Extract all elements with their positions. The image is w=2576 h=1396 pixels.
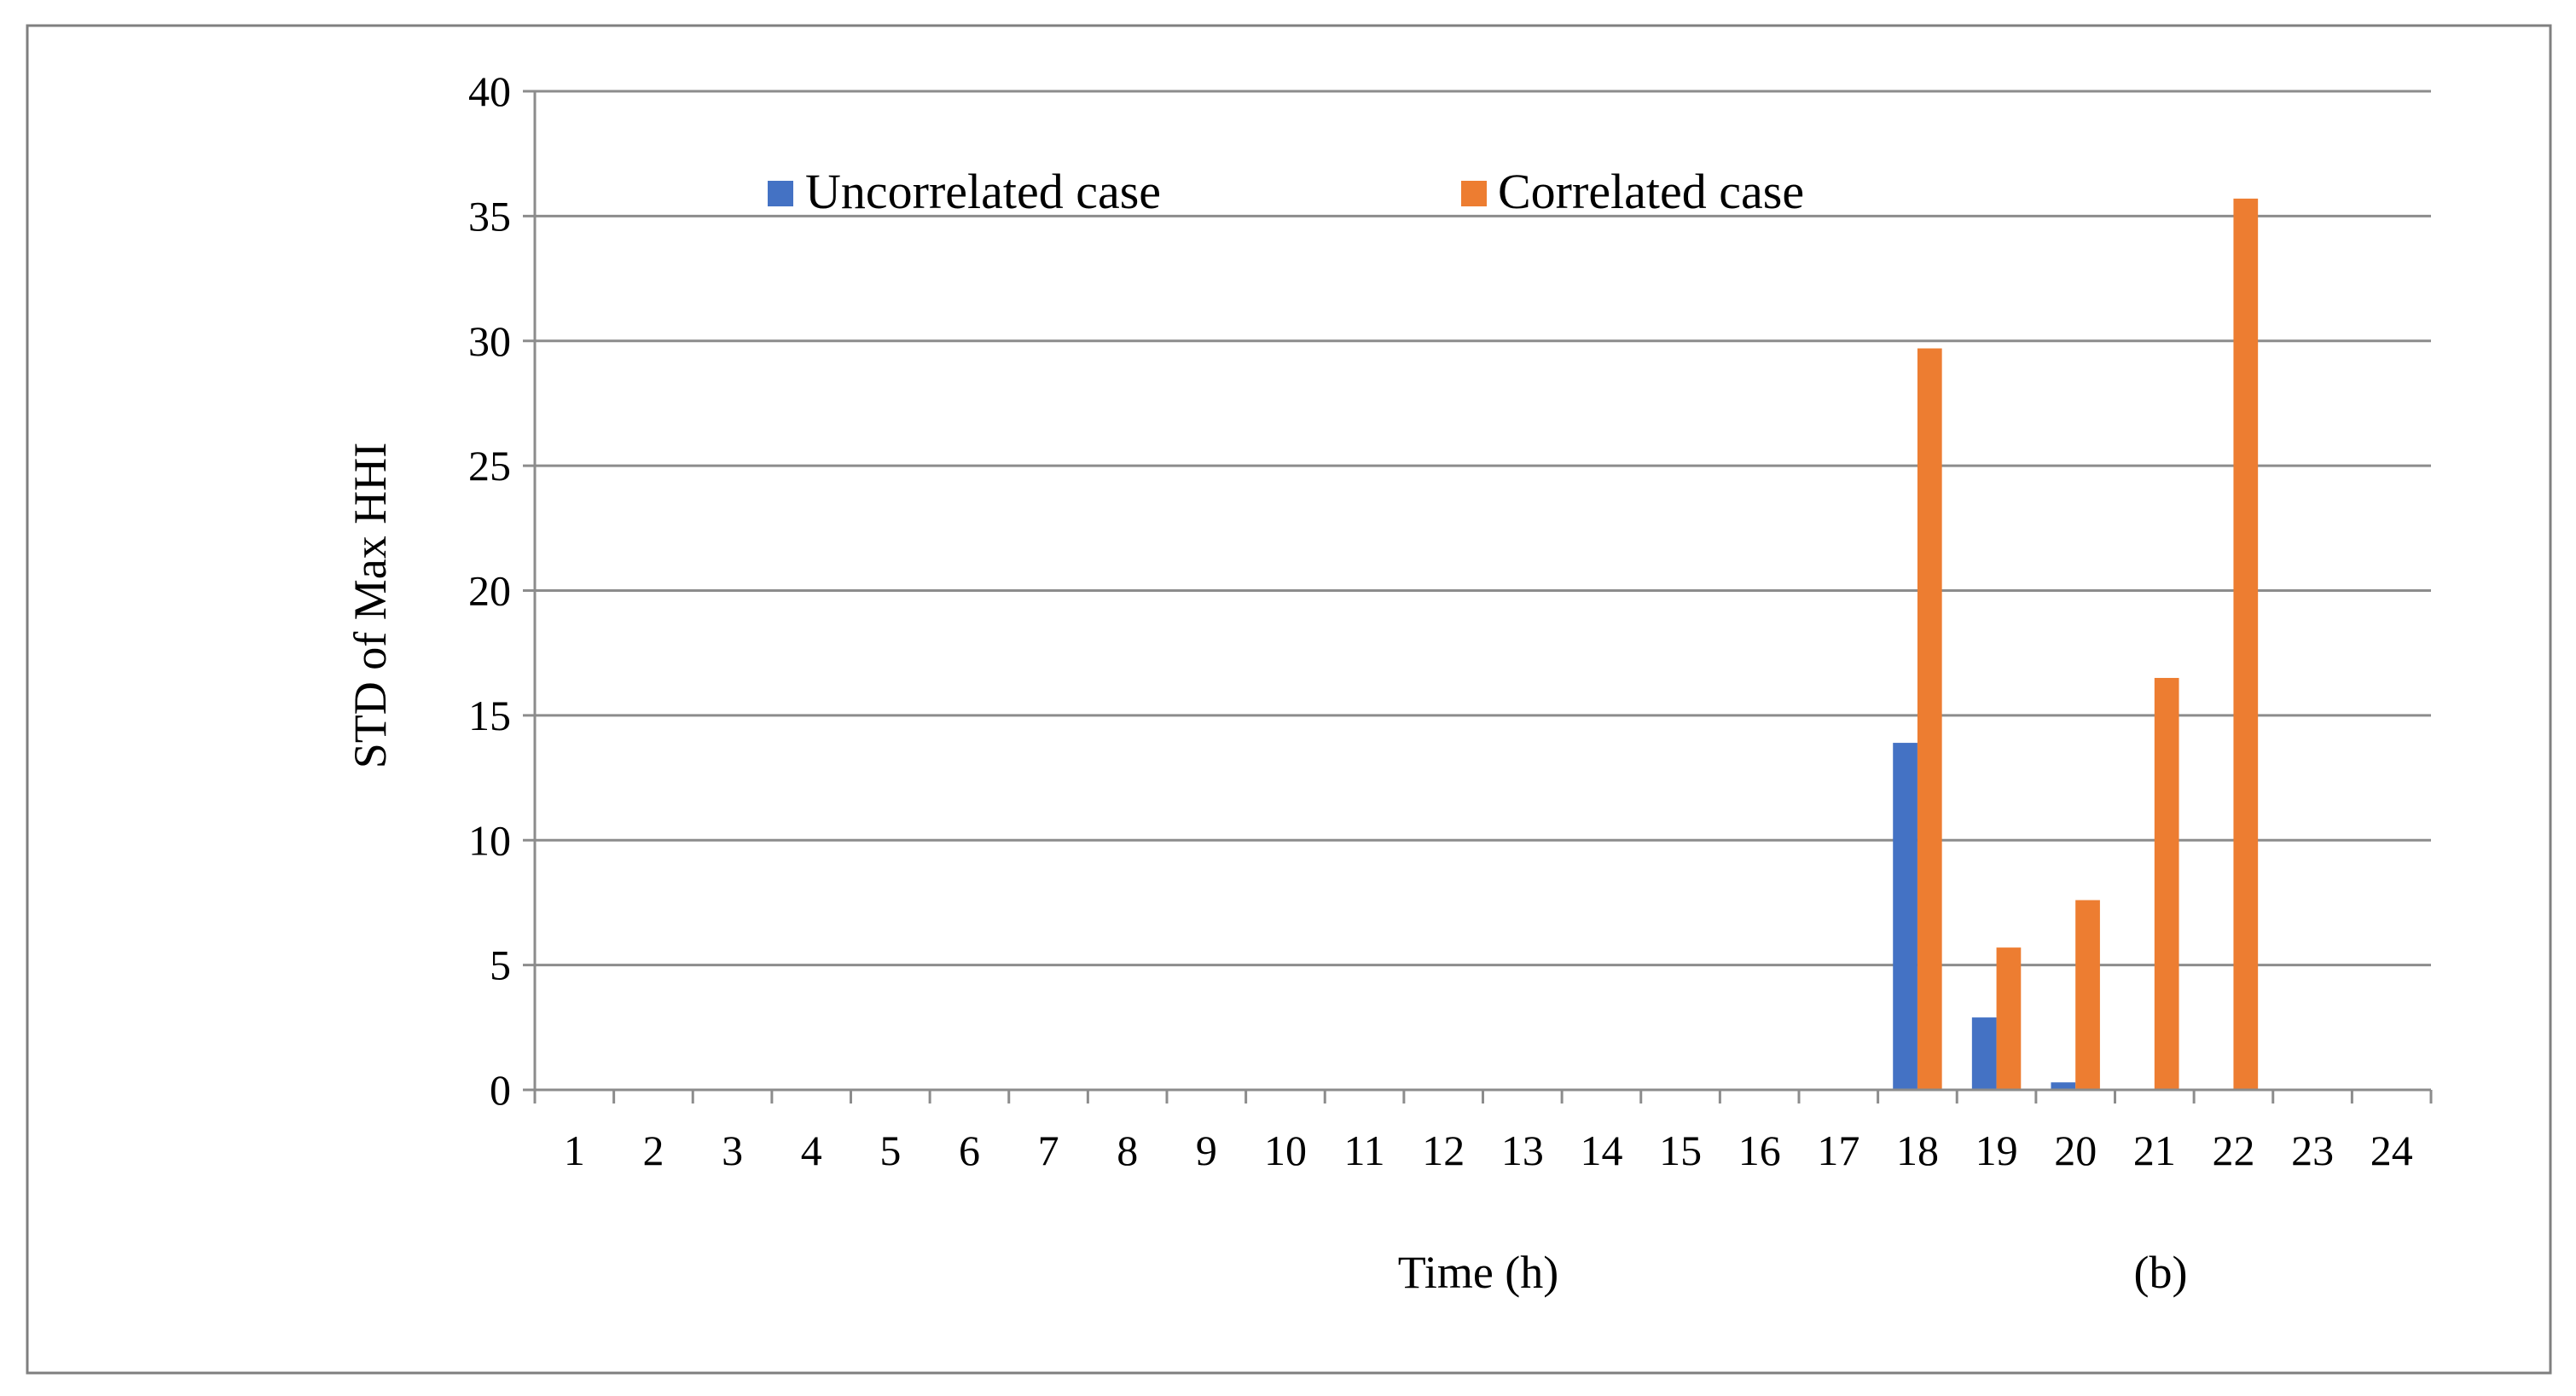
x-tick-label-1: 1 <box>564 1127 585 1174</box>
y-tick-label-35: 35 <box>468 192 511 240</box>
x-tick-label-18: 18 <box>1896 1127 1939 1174</box>
bar-series1-19 <box>1971 1017 1997 1090</box>
x-tick-label-17: 17 <box>1817 1127 1859 1174</box>
y-tick-label-10: 10 <box>468 816 511 864</box>
x-tick-label-5: 5 <box>879 1127 901 1174</box>
x-tick-label-3: 3 <box>722 1127 743 1174</box>
y-axis-title: STD of Max HHI <box>345 443 396 768</box>
x-tick-label-20: 20 <box>2054 1127 2097 1174</box>
x-tick-label-10: 10 <box>1264 1127 1307 1174</box>
x-tick-label-16: 16 <box>1738 1127 1781 1174</box>
bar-series2-21 <box>2154 677 2179 1090</box>
bar-series2-18 <box>1917 348 1942 1091</box>
legend-label-correlated: Correlated case <box>1498 164 1804 219</box>
x-axis-title: Time (h) <box>1398 1247 1559 1298</box>
x-tick-label-23: 23 <box>2291 1127 2334 1174</box>
legend-label-uncorrelated: Uncorrelated case <box>805 164 1161 219</box>
bar-series1-18 <box>1893 743 1917 1090</box>
y-tick-label-30: 30 <box>468 317 511 365</box>
x-tick-label-2: 2 <box>642 1127 664 1174</box>
chart-frame <box>26 24 2552 1375</box>
x-tick-label-6: 6 <box>959 1127 980 1174</box>
x-tick-label-13: 13 <box>1501 1127 1544 1174</box>
x-tick-label-14: 14 <box>1580 1127 1622 1174</box>
y-tick-label-5: 5 <box>490 941 511 989</box>
legend-swatch-uncorrelated <box>768 181 793 206</box>
x-tick-label-21: 21 <box>2133 1127 2176 1174</box>
bar-series2-22 <box>2233 198 2259 1090</box>
bar-series1-20 <box>2051 1082 2076 1090</box>
gridlines <box>535 90 2431 967</box>
bars <box>1893 198 2259 1091</box>
y-tick-label-25: 25 <box>468 442 511 489</box>
x-tick-label-4: 4 <box>801 1127 822 1174</box>
y-tick-label-15: 15 <box>468 692 511 739</box>
y-tick-label-0: 0 <box>490 1066 511 1114</box>
bar-series2-20 <box>2075 900 2100 1090</box>
x-tick-label-11: 11 <box>1343 1127 1384 1174</box>
x-tick-label-22: 22 <box>2212 1127 2254 1174</box>
x-tick-label-19: 19 <box>1976 1127 2018 1174</box>
axes <box>523 90 2433 1103</box>
panel-label: (b) <box>2134 1247 2188 1298</box>
x-tick-label-7: 7 <box>1038 1127 1059 1174</box>
legend-swatch-correlated <box>1461 181 1487 206</box>
y-tick-label-40: 40 <box>468 67 511 115</box>
x-tick-label-15: 15 <box>1659 1127 1702 1174</box>
bar-series2-19 <box>1996 947 2022 1090</box>
legend: Uncorrelated case Correlated case <box>768 164 1804 219</box>
x-tick-label-9: 9 <box>1196 1127 1217 1174</box>
y-tick-label-20: 20 <box>468 567 511 615</box>
x-tick-label-24: 24 <box>2370 1127 2413 1174</box>
x-tick-label-12: 12 <box>1422 1127 1465 1174</box>
x-tick-label-8: 8 <box>1117 1127 1138 1174</box>
